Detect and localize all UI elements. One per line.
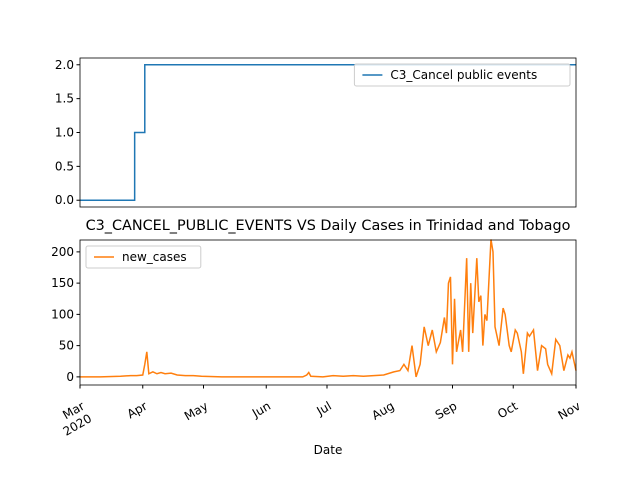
legend-box [353, 63, 571, 87]
x-axis-label: Date [314, 443, 343, 457]
plot-frame [79, 239, 577, 386]
line [80, 239, 577, 378]
y-tick-label: 1.0 [55, 126, 74, 140]
y-tick-label: 100 [51, 307, 74, 321]
y-tick-label: 50 [59, 339, 74, 353]
legend-box [85, 245, 202, 269]
y-tick-label: 0.5 [55, 159, 74, 173]
x-tick-label: Jul [313, 399, 333, 419]
y-tick-label: 0.0 [55, 193, 74, 207]
legend-label: C3_Cancel public events [390, 68, 537, 82]
line [80, 64, 576, 201]
y-tick-label: 0 [66, 370, 74, 384]
y-tick-label: 150 [51, 276, 74, 290]
y-tick-label: 200 [51, 245, 74, 259]
chart-title: C3_CANCEL_PUBLIC_EVENTS VS Daily Cases i… [86, 218, 571, 234]
y-tick-label: 1.5 [55, 92, 74, 106]
plot-frame [79, 57, 577, 208]
y-tick-label: 2.0 [55, 58, 74, 72]
legend-label: new_cases [122, 250, 187, 264]
